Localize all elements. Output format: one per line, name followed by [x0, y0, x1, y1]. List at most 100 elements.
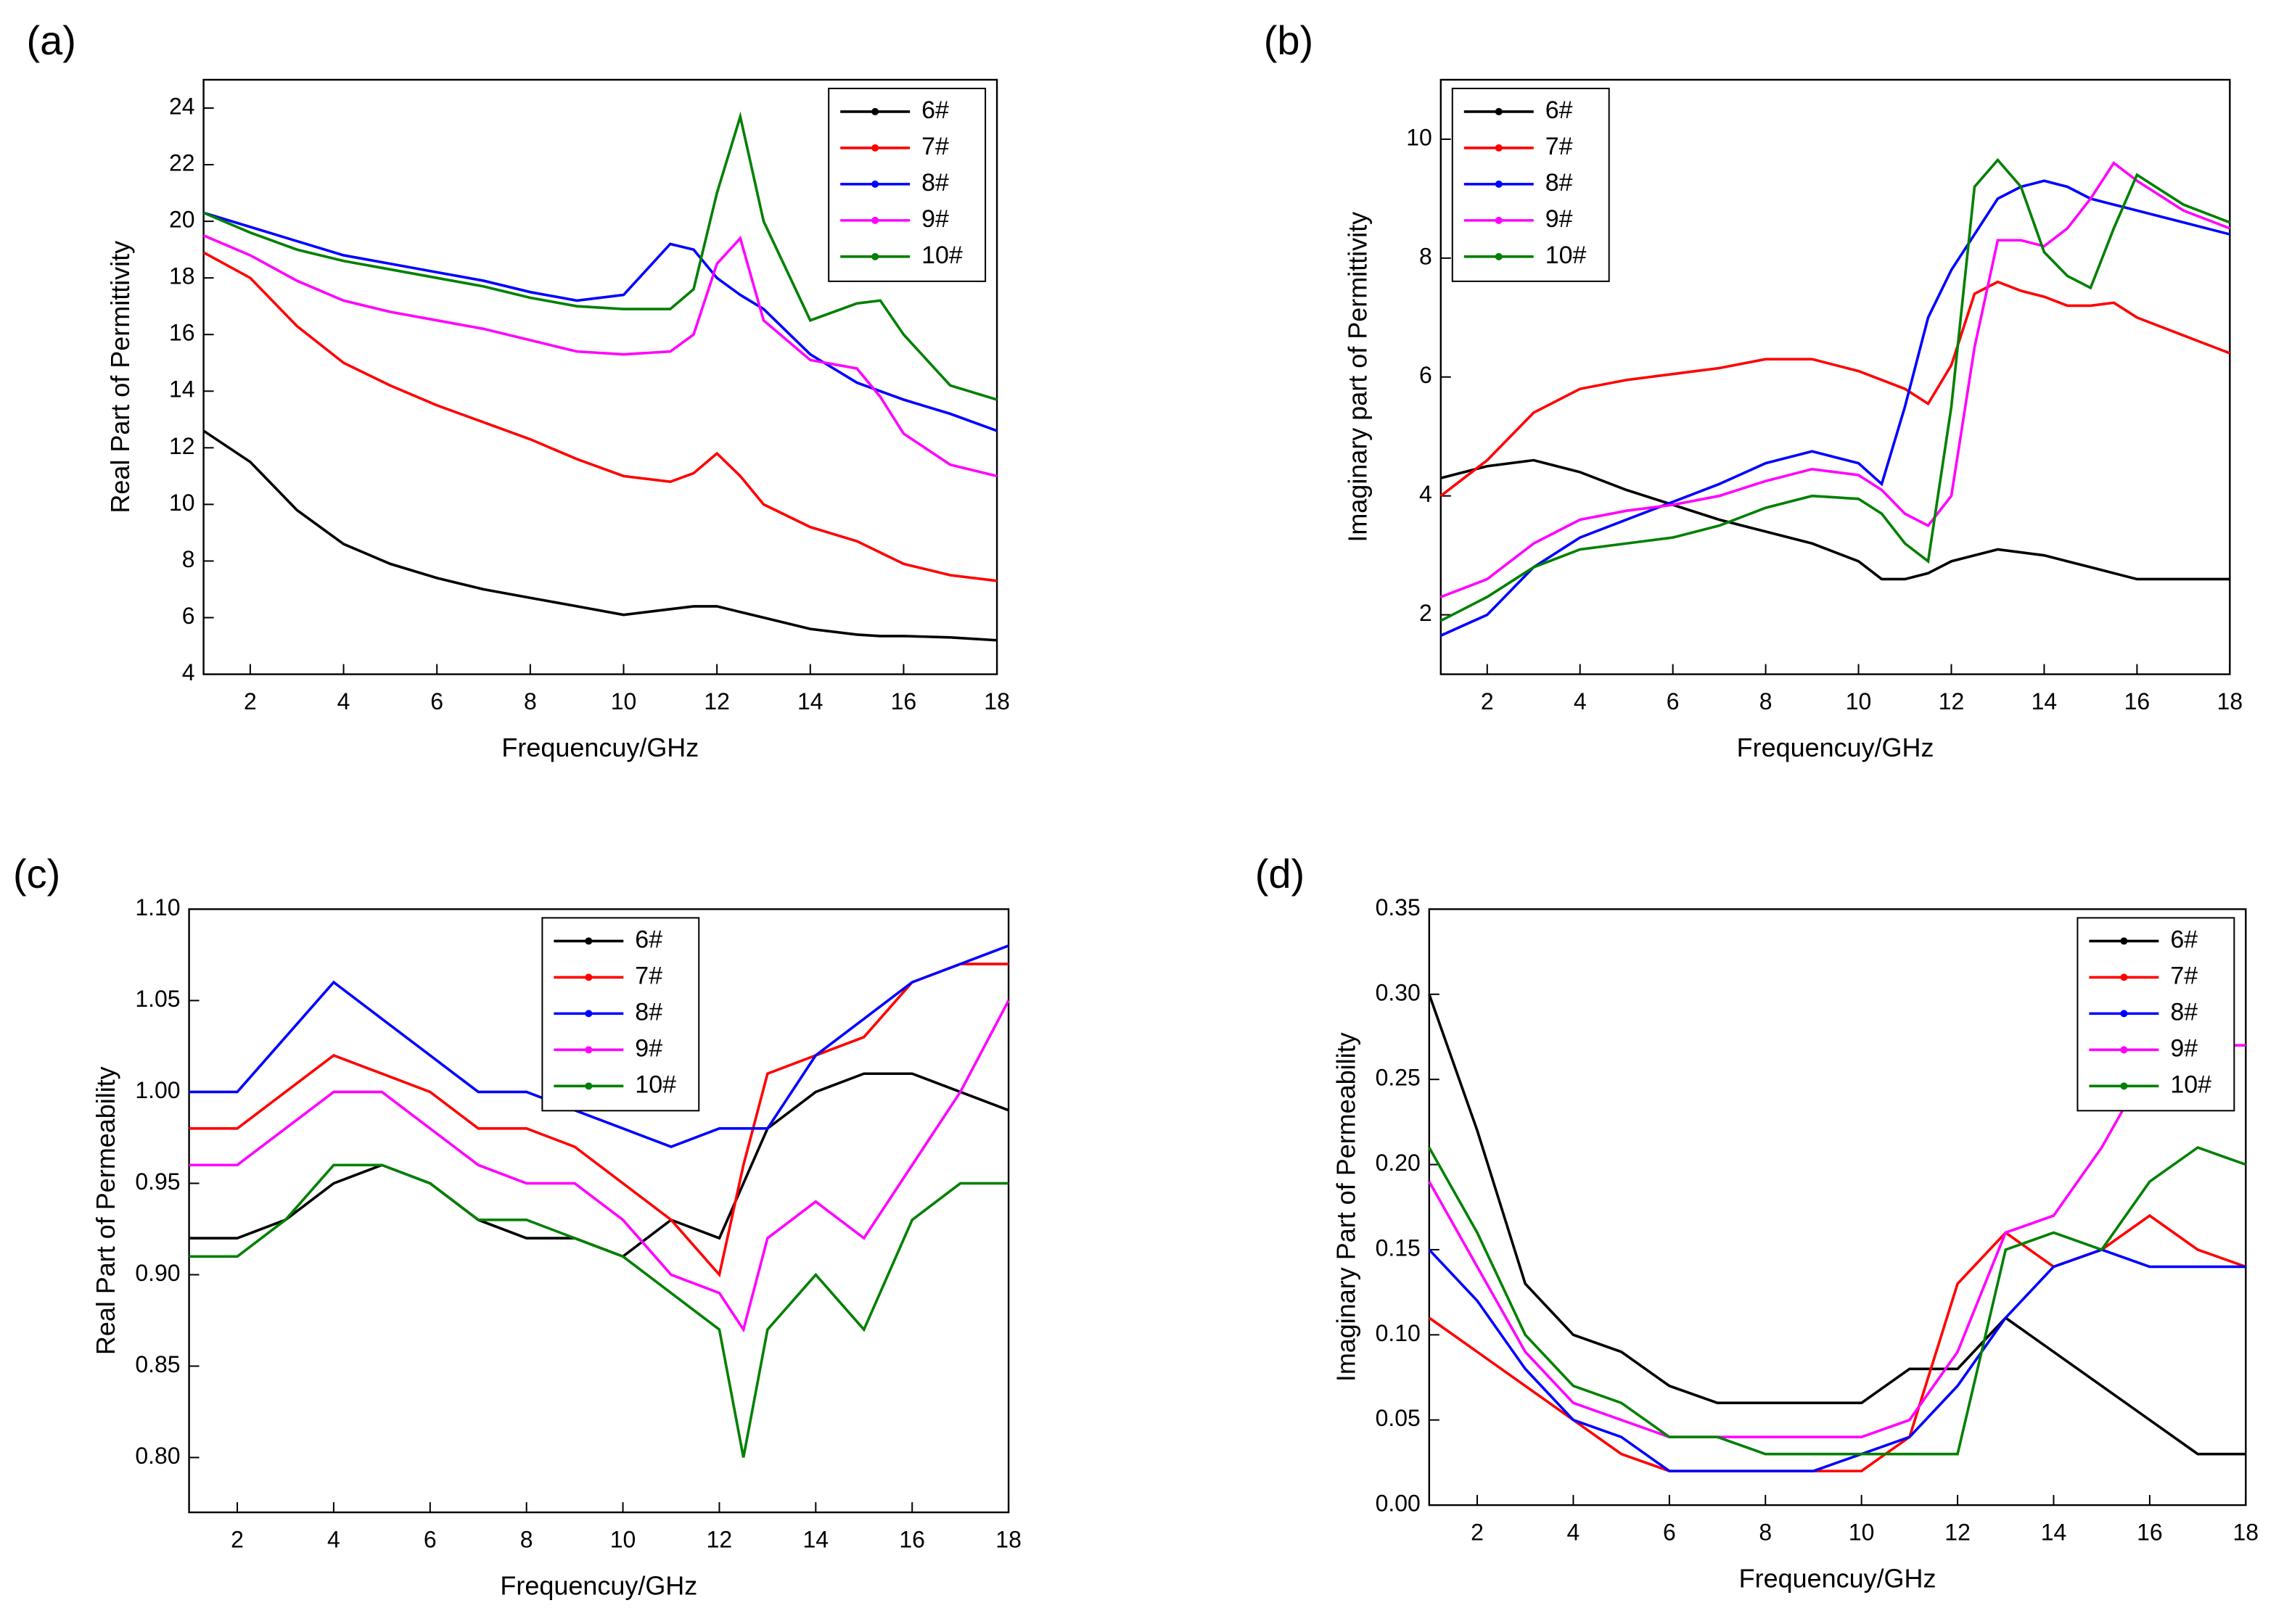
- y-tick-label: 0.25: [1376, 1065, 1421, 1091]
- legend-marker: [1495, 144, 1503, 152]
- y-tick-label: 10: [1406, 124, 1432, 150]
- y-tick-label: 0.10: [1376, 1320, 1421, 1346]
- y-tick-label: 0.20: [1376, 1150, 1421, 1176]
- legend-label: 7#: [921, 133, 949, 160]
- series-line: [1428, 1146, 2246, 1456]
- y-tick-label: 22: [169, 149, 195, 176]
- x-tick-label: 10: [611, 688, 637, 714]
- legend-label: 7#: [635, 962, 662, 989]
- series-line: [1428, 994, 2246, 1456]
- y-tick-label: 0.35: [1376, 894, 1421, 920]
- series-line: [189, 944, 1009, 1148]
- y-tick-label: 4: [182, 659, 195, 685]
- x-tick-label: 14: [797, 688, 823, 714]
- x-tick-label: 10: [1849, 1520, 1875, 1546]
- y-axis-title: Imaginary part of Permittivity: [1342, 212, 1372, 543]
- y-tick-label: 8: [1419, 243, 1432, 269]
- y-tick-label: 0.15: [1376, 1235, 1421, 1261]
- legend-marker: [871, 144, 879, 152]
- y-tick-label: 2: [1419, 600, 1432, 626]
- x-tick-label: 8: [1759, 688, 1772, 714]
- series-line: [1428, 1248, 2246, 1472]
- legend-marker: [585, 1046, 593, 1054]
- legend-label: 9#: [635, 1034, 662, 1062]
- x-tick-label: 14: [2032, 688, 2058, 714]
- legend-label: 8#: [921, 169, 949, 197]
- legend-label: 10#: [1545, 242, 1587, 269]
- y-tick-label: 6: [182, 603, 195, 629]
- series-line: [1439, 280, 2230, 498]
- legend-marker: [871, 216, 879, 224]
- y-tick-label: 16: [169, 320, 195, 346]
- x-tick-label: 12: [707, 1527, 733, 1553]
- x-tick-label: 6: [430, 688, 443, 714]
- series-line: [1439, 157, 2230, 622]
- x-tick-label: 14: [803, 1527, 829, 1553]
- y-tick-label: 4: [1419, 481, 1432, 507]
- y-tick-label: 0.85: [135, 1351, 180, 1377]
- legend-marker: [1495, 107, 1503, 115]
- y-axis-title: Real Part of Permittivity: [105, 241, 135, 514]
- plot-frame: [188, 908, 1010, 1514]
- series-line: [189, 999, 1010, 1333]
- legend-label: 9#: [1545, 205, 1573, 233]
- legend-label: 6#: [2170, 926, 2198, 953]
- x-axis-title: Frequencuy/GHz: [501, 733, 699, 762]
- y-tick-label: 14: [169, 376, 195, 403]
- y-tick-label: 0.00: [1376, 1491, 1421, 1517]
- panel-label: (a): [26, 17, 75, 63]
- x-axis-title: Frequencuy/GHz: [1739, 1564, 1936, 1594]
- series-line: [202, 429, 998, 642]
- x-tick-label: 6: [1663, 1520, 1676, 1546]
- y-tick-label: 0.05: [1376, 1405, 1421, 1431]
- legend-label: 6#: [1545, 96, 1573, 124]
- legend-marker: [1495, 252, 1503, 260]
- legend-marker: [871, 180, 879, 188]
- x-axis-title: Frequencuy/GHz: [500, 1571, 697, 1601]
- panel-label: (d): [1255, 851, 1305, 897]
- legend-label: 8#: [635, 998, 662, 1026]
- series-line: [202, 111, 998, 401]
- y-tick-label: 0.30: [1376, 979, 1421, 1005]
- series-line: [189, 1163, 1009, 1458]
- legend-label: 7#: [2170, 962, 2198, 989]
- y-tick-label: 1.10: [135, 894, 180, 920]
- x-tick-label: 18: [2233, 1520, 2259, 1546]
- legend-label: 10#: [921, 242, 963, 269]
- legend-marker: [871, 107, 879, 115]
- y-tick-label: 1.05: [135, 986, 180, 1012]
- series-line: [1428, 1044, 2246, 1438]
- x-tick-label: 2: [231, 1527, 244, 1553]
- y-tick-label: 18: [169, 263, 195, 289]
- legend-label: 6#: [635, 926, 662, 953]
- series-line: [1440, 458, 2230, 581]
- legend-marker: [2120, 973, 2128, 981]
- y-tick-label: 8: [182, 546, 195, 572]
- series-line: [202, 234, 998, 478]
- y-tick-label: 0.90: [135, 1260, 180, 1286]
- legend-marker: [585, 937, 593, 945]
- legend-marker: [2120, 1010, 2128, 1018]
- plot-frame: [1428, 908, 2247, 1506]
- x-tick-label: 16: [2124, 688, 2151, 714]
- x-tick-label: 4: [337, 688, 350, 714]
- y-tick-label: 20: [169, 207, 195, 233]
- legend-marker: [2120, 1046, 2128, 1054]
- legend-label: 9#: [921, 205, 949, 233]
- series-line: [202, 251, 998, 582]
- legend-marker: [1495, 216, 1503, 224]
- y-tick-label: 0.95: [135, 1168, 180, 1195]
- x-tick-label: 12: [704, 688, 730, 714]
- x-tick-label: 16: [2137, 1520, 2163, 1546]
- x-tick-label: 10: [610, 1527, 636, 1553]
- series-line: [1440, 161, 2230, 598]
- x-tick-label: 12: [1944, 1520, 1971, 1546]
- panel-label: (b): [1264, 17, 1313, 63]
- y-tick-label: 1.00: [135, 1077, 180, 1103]
- legend-label: 6#: [921, 96, 949, 124]
- legend-marker: [2120, 937, 2128, 945]
- legend-marker: [585, 1010, 593, 1018]
- x-tick-label: 8: [520, 1527, 533, 1553]
- panel-label: (c): [13, 851, 60, 897]
